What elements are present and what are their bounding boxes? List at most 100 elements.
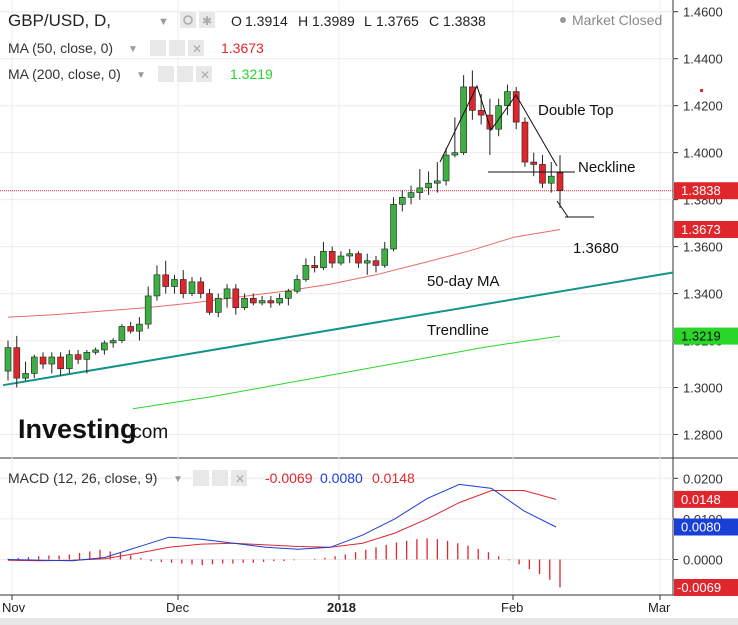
ma50-legend-label: MA (50, close, 0) <box>8 40 113 56</box>
time-tick-label: Dec <box>166 600 190 615</box>
symbol-dropdown-icon[interactable]: ▼ <box>158 16 169 28</box>
ma200-line <box>132 335 561 410</box>
candle <box>66 349 73 374</box>
open-value: 1.3914 <box>245 13 288 29</box>
macd-tag-1: 0.0148 <box>674 490 738 508</box>
candle-body <box>206 293 213 313</box>
candle <box>118 324 126 343</box>
candle-body <box>258 300 266 304</box>
price-tick-label: 1.2800 <box>683 428 723 443</box>
candle <box>407 185 415 205</box>
candle <box>398 190 406 212</box>
low-label: L <box>364 13 372 29</box>
low-value: 1.3765 <box>376 13 419 29</box>
candle <box>539 155 546 188</box>
open-label: O <box>231 13 242 29</box>
gear-icon[interactable] <box>199 12 215 28</box>
logo-main: Investing <box>18 414 137 444</box>
time-tick-label: Nov <box>2 600 26 615</box>
candle-body <box>381 248 389 266</box>
ma200-gear-icon[interactable] <box>177 66 193 82</box>
candle <box>363 253 371 275</box>
svg-text:✕: ✕ <box>192 42 202 56</box>
candle <box>206 288 213 315</box>
candle-body <box>214 297 222 313</box>
svg-text:1.3838: 1.3838 <box>681 183 721 198</box>
macd-value-3: 0.0148 <box>372 470 415 486</box>
macd-dropdown-icon[interactable]: ▼ <box>173 474 183 485</box>
candle-body <box>495 105 502 130</box>
price-tag-close: 1.3838 <box>674 182 738 200</box>
candle-body <box>311 265 318 269</box>
candle-body <box>530 161 538 165</box>
symbol-label: GBP/USD, D, <box>8 11 111 30</box>
investing-logo: Investing .com <box>18 414 168 444</box>
candle-body <box>22 373 29 379</box>
ma50-gear-icon[interactable] <box>169 40 185 56</box>
price-tick-label: 1.3400 <box>683 287 723 302</box>
candle <box>22 361 29 381</box>
candle-body <box>451 152 459 156</box>
candle <box>328 246 336 268</box>
candle-body <box>250 297 257 304</box>
candle <box>4 340 12 381</box>
close-value: 1.3838 <box>443 13 486 29</box>
target-label: 1.3680 <box>573 240 619 257</box>
candle <box>512 86 520 130</box>
price-tag-ma50: 1.3673 <box>674 220 738 238</box>
macd-gear-icon[interactable] <box>212 470 228 486</box>
ma50-close-icon[interactable] <box>188 40 204 56</box>
macd-close-icon[interactable] <box>231 470 247 486</box>
svg-text:1.3219: 1.3219 <box>681 329 721 344</box>
candle-body <box>30 356 38 374</box>
ma50-label: 50-day MA <box>427 273 500 290</box>
candle-body <box>285 290 292 299</box>
ma200-eye-icon[interactable] <box>158 66 174 82</box>
ma200-dropdown-icon[interactable]: ▼ <box>136 70 146 81</box>
candle-body <box>416 187 424 193</box>
candle-body <box>179 279 187 294</box>
macd-tag-3: -0.0069 <box>674 579 738 597</box>
candle-body <box>293 279 301 292</box>
macd-legend: MACD (12, 26, close, 9) ▼ ✕ -0.0069 0.00… <box>8 470 415 486</box>
candle-body <box>118 326 126 341</box>
close-label: C <box>429 13 439 29</box>
eye-icon[interactable] <box>180 12 196 28</box>
high-label: H <box>298 13 308 29</box>
candle-body <box>425 182 432 189</box>
candle-body <box>153 274 161 297</box>
candle <box>232 284 240 315</box>
candle-body <box>223 288 231 299</box>
candle-body <box>407 192 415 198</box>
macd-histogram <box>7 538 561 588</box>
macd-eye-icon[interactable] <box>193 470 209 486</box>
candle-body <box>363 260 371 264</box>
svg-text:0.0080: 0.0080 <box>681 520 721 535</box>
candle-body <box>83 352 91 360</box>
ma50-dropdown-icon[interactable]: ▼ <box>128 44 138 55</box>
candle-body <box>4 347 12 372</box>
candle <box>223 284 231 308</box>
candle-body <box>92 349 99 353</box>
candlesticks <box>4 70 564 388</box>
candle <box>39 352 47 369</box>
macd-signal-line <box>7 490 557 562</box>
candle <box>267 295 275 308</box>
candle-body <box>101 342 108 351</box>
alert-marker <box>700 89 703 92</box>
ma50-eye-icon[interactable] <box>150 40 166 56</box>
candle <box>434 162 441 193</box>
svg-text:-0.0069: -0.0069 <box>677 580 721 595</box>
candle <box>162 260 170 294</box>
price-tick-label: 1.4600 <box>683 5 723 20</box>
ma200-close-icon[interactable] <box>196 66 212 82</box>
trendline-label: Trendline <box>427 322 489 339</box>
candle <box>101 340 108 355</box>
candle <box>171 274 178 294</box>
candle-body <box>232 288 240 308</box>
candle <box>48 352 56 374</box>
price-tick-label: 1.4400 <box>683 52 723 67</box>
candle-body <box>188 281 196 294</box>
candle <box>276 293 283 306</box>
